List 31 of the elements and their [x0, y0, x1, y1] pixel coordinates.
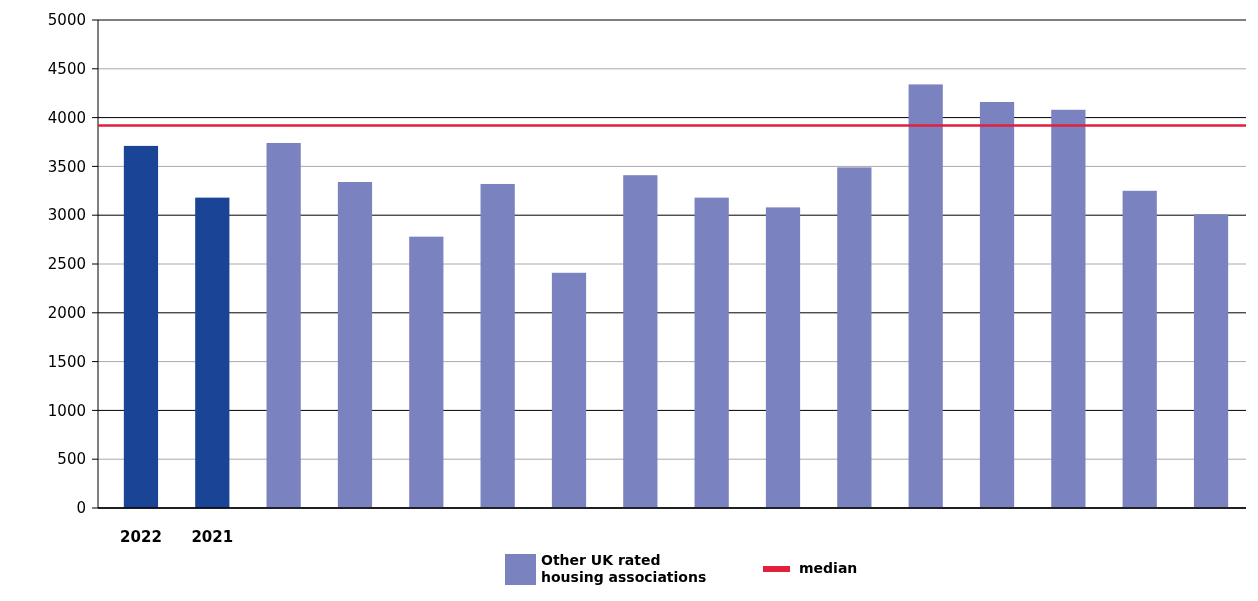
y-tick-label: 0 [76, 499, 86, 518]
bar [623, 175, 658, 508]
bar [551, 272, 587, 508]
x-tick-label: 2022 [120, 528, 162, 546]
bar [837, 167, 872, 508]
legend-label: Other UK rated housing associations [541, 552, 708, 586]
y-tick-label: 2000 [47, 304, 86, 323]
y-tick-label: 2500 [47, 255, 86, 274]
y-tick-label: 500 [57, 450, 86, 469]
bar [979, 101, 1015, 508]
bar [908, 84, 943, 508]
bar [195, 197, 230, 508]
bar [694, 197, 729, 508]
bar [409, 236, 444, 508]
x-tick-label: 2021 [191, 528, 234, 546]
y-tick-label: 5000 [47, 11, 86, 30]
bar [266, 142, 301, 508]
y-tick-label: 3500 [47, 157, 86, 176]
bar [123, 145, 159, 508]
bar [765, 207, 801, 508]
bar [1122, 190, 1157, 508]
y-tick-label: 4500 [47, 60, 86, 79]
y-tick-label: 1500 [47, 352, 86, 371]
bar [1193, 214, 1229, 508]
legend-label: median [799, 559, 859, 577]
bar [480, 183, 515, 508]
y-tick-label: 3000 [47, 206, 86, 225]
bar [337, 182, 373, 508]
y-tick-label: 4000 [47, 108, 86, 127]
y-tick-label: 1000 [47, 401, 86, 420]
bar [1051, 109, 1086, 508]
